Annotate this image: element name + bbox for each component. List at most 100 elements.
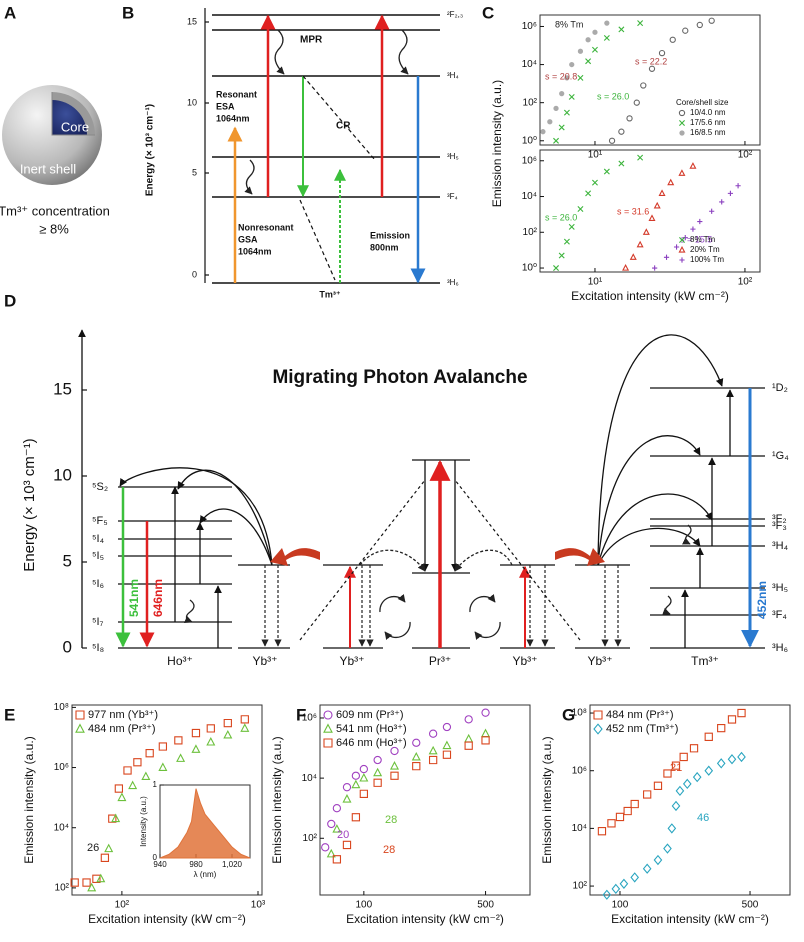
- y-tick-label: 10⁸: [572, 708, 587, 719]
- legend-marker: [593, 710, 603, 720]
- marker: [332, 824, 342, 833]
- marker: [629, 253, 637, 260]
- marker: [704, 732, 713, 741]
- cycle-arrow: [474, 621, 501, 640]
- legend-marker: [323, 723, 333, 733]
- marker: [123, 766, 132, 775]
- marker: [719, 199, 725, 205]
- curved-arrow: [177, 469, 273, 566]
- marker: [96, 873, 106, 883]
- mpr-arrow: [184, 599, 195, 624]
- marker: [640, 82, 647, 89]
- level-label: ³H₅: [447, 152, 459, 161]
- annotation: 46: [697, 812, 709, 824]
- x-axis-label: Excitation intensity (kW cm⁻²): [611, 912, 769, 926]
- marker: [604, 20, 610, 26]
- legend-marker: [323, 738, 333, 748]
- legend-title: Core/shell size: [676, 98, 729, 107]
- annotation: s = 31.6: [617, 206, 649, 216]
- marker: [373, 767, 383, 777]
- plot-frame: [319, 704, 531, 896]
- marker: [619, 878, 629, 889]
- annotation: 28: [385, 814, 397, 826]
- marker: [577, 74, 584, 81]
- legend-label: 100% Tm: [690, 255, 724, 264]
- marker: [585, 190, 592, 197]
- marker: [737, 708, 746, 718]
- annotation: s = 26.0: [597, 91, 629, 101]
- note: 800nm: [370, 242, 399, 252]
- note: GSA: [238, 234, 258, 244]
- x-tick-label: 10¹: [588, 277, 603, 288]
- note: Emission: [370, 230, 410, 240]
- legend-label: 646 nm (Ho³⁺): [336, 737, 407, 749]
- note: MPR: [300, 35, 323, 46]
- level-label: ⁵I₇: [92, 616, 104, 628]
- marker: [351, 779, 361, 789]
- legend-label: 484 nm (Pr³⁺): [88, 723, 156, 735]
- marker: [623, 806, 632, 816]
- marker: [636, 240, 644, 248]
- marker: [104, 843, 114, 853]
- marker: [653, 854, 663, 866]
- marker: [359, 772, 369, 782]
- level-label: ³H₅: [772, 582, 788, 594]
- marker: [611, 883, 621, 895]
- marker: [577, 48, 584, 54]
- y-tick-label: 10²: [55, 883, 70, 894]
- emission-label: 646nm: [151, 579, 165, 617]
- marker: [648, 214, 656, 221]
- annotation: 21: [670, 762, 682, 774]
- marker: [464, 733, 474, 743]
- marker: [642, 863, 652, 874]
- mpr-arrow: [274, 29, 285, 75]
- cr-line: [299, 199, 336, 281]
- ion-label: Ho³⁺: [167, 654, 193, 668]
- marker: [692, 771, 702, 783]
- marker: [618, 26, 625, 33]
- legend-marker: [679, 257, 685, 263]
- note: 1064nm: [238, 246, 272, 256]
- marker: [176, 753, 186, 762]
- emission-label: 541nm: [127, 579, 141, 617]
- marker: [709, 208, 715, 214]
- marker: [342, 794, 352, 803]
- marker: [327, 819, 336, 829]
- curved-arrow: [597, 493, 713, 566]
- note: ESA: [216, 101, 235, 111]
- ion-label: Tm³⁺: [691, 654, 719, 668]
- marker: [342, 840, 352, 850]
- marker: [727, 190, 734, 196]
- y-tick-label: 10⁴: [302, 773, 317, 784]
- marker: [100, 853, 110, 862]
- tick-label: 10: [187, 97, 197, 107]
- y-tick-label: 10⁴: [572, 823, 587, 834]
- y-tick-label: 10⁶: [54, 762, 69, 773]
- annotation: 26: [87, 842, 99, 854]
- y-axis-label: Intensity (a.u.): [139, 796, 148, 847]
- marker: [658, 49, 666, 57]
- marker: [689, 162, 697, 169]
- marker: [442, 722, 452, 732]
- marker: [141, 771, 151, 781]
- panel-label: B: [122, 3, 134, 22]
- legend-label: 8% Tm: [690, 235, 716, 244]
- cycle-arrow: [469, 594, 496, 613]
- legend-label: 17/5.6 nm: [690, 118, 726, 127]
- marker: [240, 723, 250, 732]
- marker: [682, 27, 689, 34]
- marker: [351, 813, 361, 822]
- marker: [675, 785, 685, 797]
- marker: [464, 715, 473, 724]
- note: 1064nm: [216, 113, 250, 123]
- y-axis-label: Emission intensity (a.u.): [540, 736, 554, 863]
- marker: [689, 744, 699, 753]
- note: Nonresonant: [238, 222, 294, 232]
- marker: [390, 746, 399, 756]
- x-axis-label: Excitation intensity (kW cm⁻²): [571, 289, 729, 303]
- x-tick-label: 10³: [251, 900, 266, 911]
- marker: [618, 128, 625, 135]
- y-tick-label: 1: [153, 780, 158, 789]
- marker: [643, 790, 652, 799]
- x-tick-label: 100: [612, 900, 629, 911]
